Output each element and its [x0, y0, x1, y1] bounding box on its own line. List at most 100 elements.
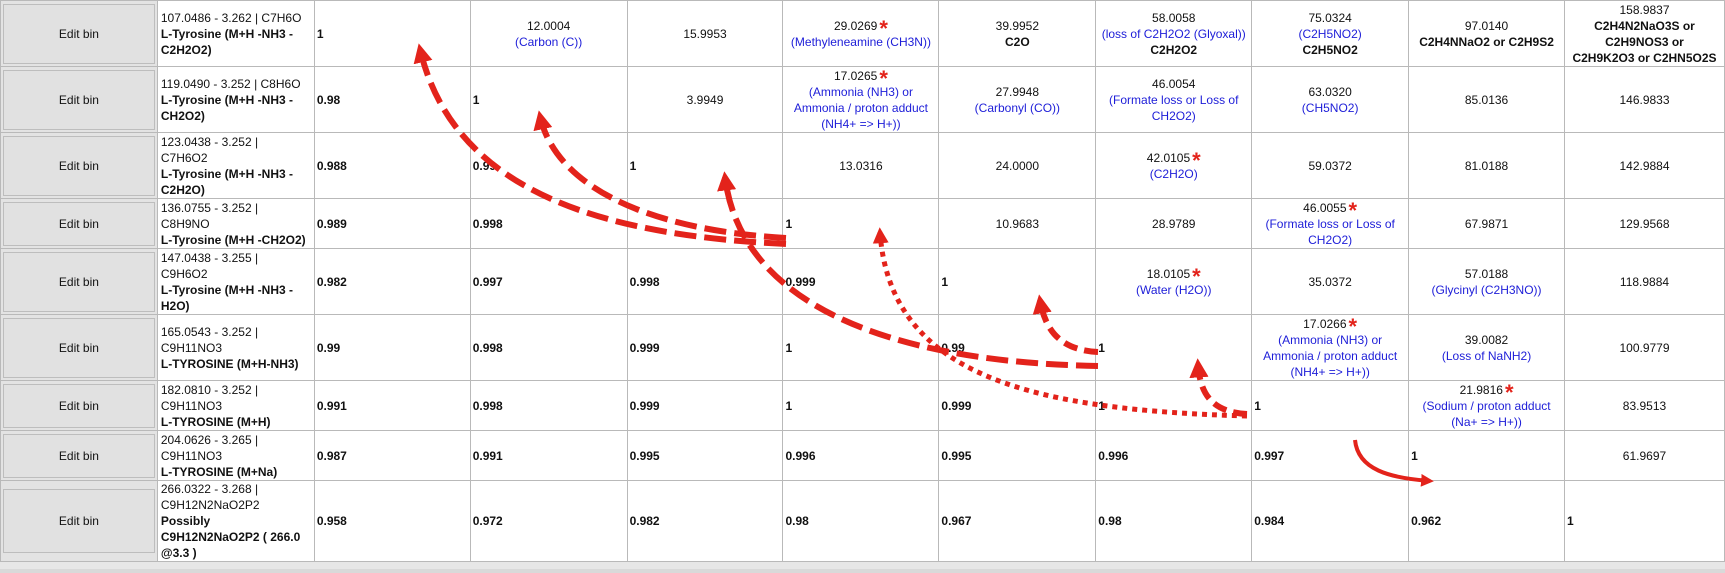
edit-bin-button[interactable]: Edit bin [3, 135, 155, 196]
mass-difference-cell: 46.0054 (Formate loss or Loss of CH2O2) [1095, 66, 1253, 133]
loss-annotation: (Methyleneamine (CH3N)) [790, 34, 931, 49]
mass-value-text: 61.9697 [1622, 448, 1667, 463]
edit-bin-cell: Edit bin [0, 314, 158, 381]
loss-annotation: (Ammonia (NH3) or [1278, 332, 1383, 347]
mass-difference-cell: 67.9871 [1408, 198, 1565, 249]
mass-difference-cell: 29.0269* (Methyleneamine (CH3N)) [782, 0, 940, 67]
correlation-cell: 0.999 [626, 380, 784, 431]
correlation-cell: 0.987 [313, 430, 471, 481]
formula-candidate: C2O [1005, 34, 1030, 49]
correlation-cell: 1 [1251, 380, 1410, 431]
correlation-cell: 0.988 [313, 132, 471, 199]
mass-difference-value: 15.9953 [630, 26, 781, 42]
mass-value-text: 39.0082 [1464, 332, 1509, 347]
asterisk-marker-icon: * [879, 66, 888, 91]
mass-value-text: 27.9948 [995, 84, 1040, 99]
mass-value-text: 81.0188 [1464, 158, 1509, 173]
edit-bin-button[interactable]: Edit bin [3, 69, 155, 130]
mass-value-text: 63.0320 [1308, 84, 1352, 99]
mass-difference-cell: 61.9697 [1564, 430, 1725, 481]
mass-value-text: 83.9513 [1622, 398, 1667, 413]
mass-value-text: 18.0105 [1146, 266, 1191, 281]
loss-annotation: (Carbon (C)) [514, 34, 583, 49]
mass-difference-value: 59.0372 [1254, 158, 1406, 174]
mass-value-text: 59.0372 [1308, 158, 1352, 173]
mass-value-text: 85.0136 [1464, 92, 1509, 107]
mass-difference-cell: 83.9513 [1564, 380, 1725, 431]
correlation-cell: 0.982 [626, 480, 784, 562]
edit-bin-cell: Edit bin [0, 430, 158, 481]
mass-value-text: 158.9837 [1619, 2, 1670, 17]
edit-bin-button[interactable]: Edit bin [3, 251, 155, 312]
compound-name: Possibly C9H12N2NaO2P2 ( 266.0 @3.3 ) [160, 514, 301, 560]
mass-difference-value: 28.9789 [1098, 216, 1249, 232]
asterisk-marker-icon: * [1348, 198, 1358, 223]
edit-bin-cell: Edit bin [0, 0, 158, 67]
loss-annotation: (Na+ => H+)) [1451, 414, 1522, 429]
asterisk-marker-icon: * [879, 15, 888, 41]
table-row: Edit bin 266.0322 - 3.268 | C9H12N2NaO2P2 P… [0, 480, 1725, 562]
mass-difference-value: 61.9697 [1567, 448, 1722, 464]
edit-bin-button[interactable]: Edit bin [3, 201, 155, 246]
mass-difference-cell: 85.0136 [1408, 66, 1565, 133]
edit-bin-button[interactable]: Edit bin [3, 317, 155, 378]
bin-mz-formula: 182.0810 - 3.252 | [160, 382, 259, 397]
correlation-cell: 0.999 [626, 314, 784, 381]
mass-difference-value: 29.0269* [785, 17, 936, 39]
bin-mz-formula: 119.0490 - 3.252 | C8H6O [160, 76, 301, 91]
mass-value-text: 67.9871 [1464, 216, 1509, 231]
edit-bin-cell: Edit bin [0, 380, 158, 431]
mass-difference-value: 129.9568 [1567, 216, 1722, 232]
mass-difference-cell: 3.9949 [626, 66, 784, 133]
mass-value-text: 58.0058 [1152, 10, 1196, 25]
bin-mz-formula: 136.0755 - 3.252 | [160, 200, 259, 215]
correlation-cell: 1 [1408, 430, 1565, 481]
mass-difference-cell: 17.0265* (Ammonia (NH3) or Ammonia / proto… [782, 66, 940, 133]
edit-bin-cell: Edit bin [0, 198, 158, 249]
mass-difference-cell: 158.9837 C2H4N2NaO3S or C2H9NOS3 or C2H9K2O… [1564, 0, 1725, 67]
mass-difference-value: 21.9816* [1411, 382, 1562, 404]
bin-mz-formula: 147.0438 - 3.255 | [160, 250, 259, 265]
horizontal-scrollbar-track[interactable] [0, 569, 1725, 573]
table-row: Edit bin 147.0438 - 3.255 | C9H6O2 L-Tyrosi… [0, 248, 1725, 315]
mass-difference-value: 142.9884 [1567, 158, 1722, 174]
correlation-cell: 0.989 [313, 198, 471, 249]
mass-difference-value: 58.0058 [1098, 10, 1249, 26]
correlation-cell: 0.997 [1251, 430, 1410, 481]
bin-mz-formula: 165.0543 - 3.252 | [160, 324, 259, 339]
mass-value-text: 28.9789 [1152, 216, 1196, 231]
formula-candidate: C2H5NO2 [1302, 42, 1358, 57]
mass-value-text: 97.0140 [1464, 18, 1509, 33]
edit-bin-button[interactable]: Edit bin [3, 3, 155, 64]
correlation-cell: 0.962 [1408, 480, 1565, 562]
mass-difference-cell: 75.0324 (C2H5NO2) C2H5NO2 [1251, 0, 1410, 67]
loss-annotation: (Water (H2O)) [1135, 282, 1212, 297]
correlation-cell: 0.99 [313, 314, 471, 381]
edit-bin-button[interactable]: Edit bin [3, 489, 155, 553]
correlation-cell [626, 198, 784, 249]
asterisk-marker-icon: * [1504, 380, 1514, 405]
bin-label-cell: 266.0322 - 3.268 | C9H12N2NaO2P2 Possibly … [156, 480, 315, 562]
mass-difference-value: 39.9952 [941, 18, 1093, 34]
edit-bin-button[interactable]: Edit bin [3, 433, 155, 478]
correlation-cell: 0.99 [938, 314, 1097, 381]
correlation-cell: 1 [782, 380, 940, 431]
bin-label-cell: 147.0438 - 3.255 | C9H6O2 L-Tyrosine (M+H … [156, 248, 315, 315]
correlation-cell: 1 [782, 198, 940, 249]
mass-difference-value: 46.0054 [1098, 76, 1249, 92]
bin-label-cell: 123.0438 - 3.252 | C7H6O2 L-Tyrosine (M+H … [156, 132, 315, 199]
correlation-cell: 0.972 [469, 480, 628, 562]
mass-difference-value: 35.0372 [1254, 274, 1406, 290]
correlation-cell: 0.997 [469, 248, 628, 315]
edit-bin-button[interactable]: Edit bin [3, 383, 155, 428]
mass-difference-value: 97.0140 [1411, 18, 1562, 34]
mass-value-text: 24.0000 [995, 158, 1040, 173]
bin-mz-formula: C7H6O2 [160, 150, 208, 165]
mass-difference-value: 85.0136 [1411, 92, 1562, 108]
mass-difference-value: 46.0055* [1254, 200, 1406, 222]
mass-value-text: 10.9683 [995, 216, 1040, 231]
mass-difference-cell: 35.0372 [1251, 248, 1410, 315]
correlation-cell: 0.967 [938, 480, 1097, 562]
mass-difference-cell: 39.0082 (Loss of NaNH2) [1408, 314, 1565, 381]
